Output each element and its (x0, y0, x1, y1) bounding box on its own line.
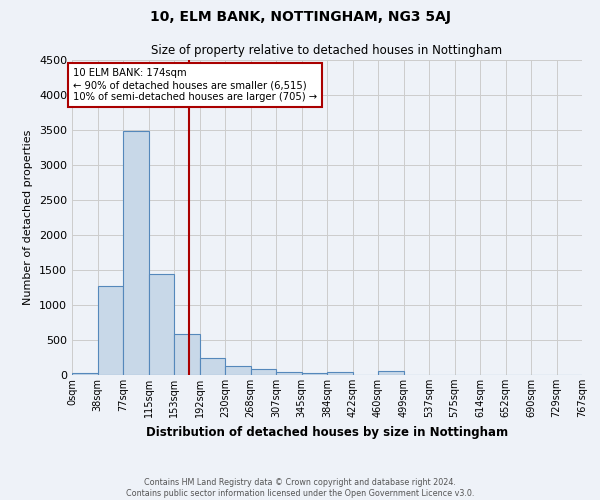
Bar (199, 358, 225, 375)
Bar (72, 373, 97, 375)
Bar (251, 370, 276, 375)
Text: 10 ELM BANK: 174sqm
← 90% of detached houses are smaller (6,515)
10% of semi-det: 10 ELM BANK: 174sqm ← 90% of detached ho… (73, 68, 317, 102)
Bar (276, 372, 302, 375)
X-axis label: Distribution of detached houses by size in Nottingham: Distribution of detached houses by size … (146, 426, 508, 438)
Y-axis label: Number of detached properties: Number of detached properties (23, 130, 34, 305)
Bar (123, 132, 149, 375)
Bar (327, 372, 353, 375)
Bar (302, 373, 327, 375)
Bar (225, 366, 251, 375)
Text: Contains HM Land Registry data © Crown copyright and database right 2024.
Contai: Contains HM Land Registry data © Crown c… (126, 478, 474, 498)
Text: 10, ELM BANK, NOTTINGHAM, NG3 5AJ: 10, ELM BANK, NOTTINGHAM, NG3 5AJ (149, 10, 451, 24)
Bar (174, 334, 199, 375)
Bar (378, 371, 404, 375)
Title: Size of property relative to detached houses in Nottingham: Size of property relative to detached ho… (151, 44, 503, 58)
Bar (97, 286, 123, 375)
Bar (149, 274, 174, 375)
